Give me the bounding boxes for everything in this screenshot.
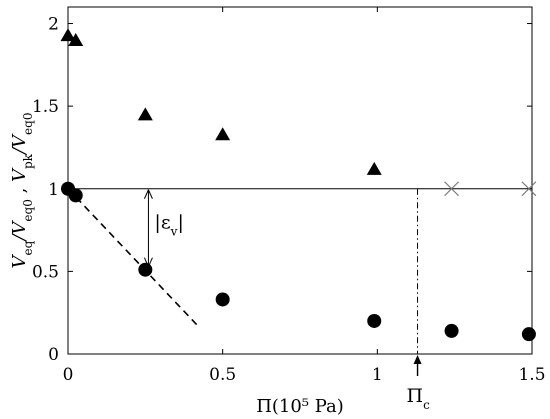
y-axis-label: Veq/Veq0 , Vpk/Veq0 <box>9 113 35 269</box>
x-tick-label: 1 <box>372 365 383 385</box>
dashed-fit-line <box>67 188 199 327</box>
circle-point <box>444 323 459 338</box>
axes <box>67 6 533 355</box>
triangle-point <box>137 107 153 121</box>
y-tick-label: 0.5 <box>32 262 59 282</box>
y-tick-label: 2 <box>48 15 59 35</box>
chart-labels: 0 0.5 1 1.5 0 0.5 1 1.5 2 |εv| Πc Π(10⁵ Pa) Veq/Veq0… <box>9 15 546 417</box>
chart-marks <box>60 28 537 376</box>
critical-label: Πc <box>407 385 431 412</box>
triangle-point <box>366 161 382 175</box>
critical-arrowhead <box>413 355 422 364</box>
epsilon-arrowhead-up <box>143 189 153 199</box>
x-point <box>444 181 459 197</box>
triangle-point <box>60 28 76 42</box>
y-tick-label: 1.5 <box>32 97 59 117</box>
x-tick-label: 0 <box>63 365 74 385</box>
x-point <box>521 181 537 197</box>
y-tick-label: 1 <box>48 180 59 200</box>
circle-point <box>68 188 83 203</box>
x-tick-label: 1.5 <box>518 365 545 385</box>
circle-point <box>367 313 382 328</box>
epsilon-label: |εv| <box>154 212 183 239</box>
x-tick-label: 0.5 <box>209 365 236 385</box>
circle-point <box>521 327 536 342</box>
circle-point <box>138 262 153 277</box>
triangle-point <box>68 33 84 47</box>
x-axis-label: Π(10⁵ Pa) <box>256 396 344 417</box>
y-tick-label: 0 <box>48 345 59 365</box>
plot-frame <box>67 6 533 355</box>
triangle-point <box>215 127 231 141</box>
circle-point <box>215 292 230 307</box>
